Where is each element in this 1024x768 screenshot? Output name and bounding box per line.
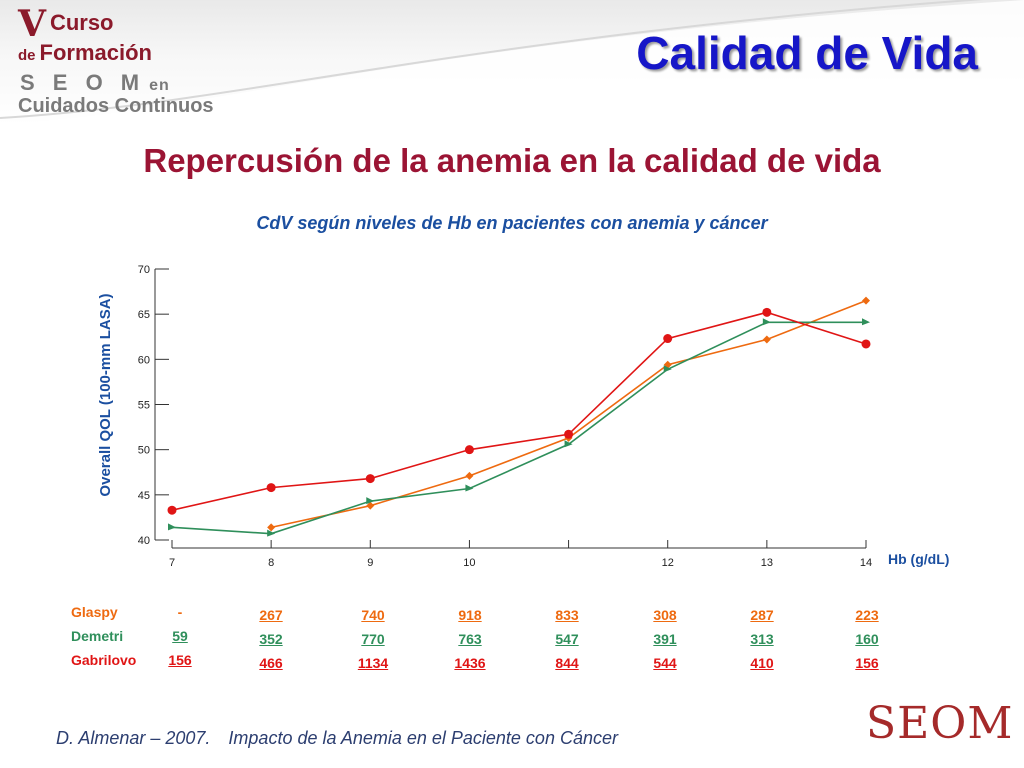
footer-text: Impacto de la Anemia en el Paciente con …: [228, 728, 618, 748]
chart-title: CdV según niveles de Hb en pacientes con…: [256, 213, 768, 233]
y-tick-label-40: 40: [138, 535, 150, 547]
table-cell-demetri-1: 352: [259, 631, 283, 647]
x-tick-label-7: 7: [169, 557, 175, 569]
table-cell-demetri-4: 547: [555, 631, 579, 647]
y-tick-label-50: 50: [138, 445, 150, 457]
y-tick-label-70: 70: [138, 264, 150, 276]
point-glaspy-5: [762, 335, 771, 344]
table-cell-gabrilovo-5: 544: [653, 655, 677, 671]
point-gabrilovo-1: [266, 483, 276, 493]
table-cell-glaspy-5: 308: [653, 607, 677, 623]
point-demetri-4: [564, 440, 573, 448]
point-gabrilovo-5: [663, 334, 673, 344]
table-cell-gabrilovo-4: 844: [555, 655, 579, 671]
y-tick-label-55: 55: [138, 400, 150, 412]
table-cell-demetri-3: 763: [458, 631, 482, 647]
point-gabrilovo-3: [464, 445, 474, 455]
footer-citation: D. Almenar – 2007. Impacto de la Anemia e…: [56, 728, 618, 749]
table-cell-glaspy-3: 918: [458, 607, 482, 623]
table-cell-demetri-0: 59: [172, 628, 188, 644]
logo-v: V: [18, 3, 46, 45]
x-tick-label-12: 12: [662, 557, 674, 569]
point-demetri-7: [862, 318, 870, 326]
x-tick-label-13: 13: [761, 557, 773, 569]
point-demetri-3: [465, 484, 474, 492]
logo-en: en: [149, 77, 170, 94]
footer-author: D. Almenar – 2007.: [56, 728, 211, 748]
table-cell-demetri-6: 313: [750, 631, 774, 647]
table-cell-gabrilovo-7: 156: [855, 655, 879, 671]
y-tick-label-65: 65: [138, 309, 150, 321]
x-tick-label-8: 8: [268, 557, 274, 569]
table-cell-glaspy-6: 287: [750, 607, 774, 623]
x-tick-label-9: 9: [367, 557, 373, 569]
subtitle: Repercusión de la anemia en la calidad d…: [143, 142, 881, 179]
logo-de: de: [18, 47, 36, 64]
point-glaspy-1: [366, 501, 375, 510]
series-line-demetri: [171, 321, 866, 535]
y-axis-label: Overall QOL (100-mm LASA): [97, 293, 114, 496]
table-row-label-demetri: Demetri: [71, 628, 124, 644]
table-cell-gabrilovo-3: 1436: [454, 655, 486, 671]
y-tick-label-45: 45: [138, 490, 150, 502]
x-axis-label: Hb (g/dL): [888, 551, 949, 567]
series-line-gabrilovo: [171, 311, 867, 511]
table-row-label-glaspy: Glaspy: [71, 604, 118, 620]
point-demetri-1: [267, 529, 276, 537]
x-tick-label-10: 10: [463, 557, 475, 569]
point-demetri-6: [762, 318, 771, 326]
point-gabrilovo-7: [861, 339, 871, 349]
logo-cuidados: Cuidados Continuos: [18, 95, 214, 117]
point-demetri-0: [168, 523, 176, 531]
table-cell-demetri-7: 160: [855, 631, 879, 647]
point-gabrilovo-0: [167, 505, 177, 515]
point-demetri-2: [366, 497, 375, 505]
point-gabrilovo-4: [564, 429, 574, 439]
point-demetri-5: [663, 365, 672, 373]
table-cell-glaspy-4: 833: [555, 607, 579, 623]
point-gabrilovo-6: [762, 307, 772, 317]
table-cell-gabrilovo-1: 466: [259, 655, 283, 671]
x-tick-label-14: 14: [860, 557, 872, 569]
seom-logo: SEOM: [866, 698, 1014, 749]
logo-seom: S E O M: [20, 70, 146, 95]
table-cell-gabrilovo-0: 156: [168, 652, 192, 668]
table-cell-gabrilovo-6: 410: [750, 655, 774, 671]
table-cell-demetri-5: 391: [653, 631, 677, 647]
logo-formacion: Formación: [39, 40, 152, 65]
point-glaspy-2: [465, 471, 474, 480]
logo-curso: Curso: [49, 10, 114, 35]
table-cell-glaspy-0: -: [177, 604, 183, 620]
table-cell-glaspy-7: 223: [855, 607, 879, 623]
table-cell-glaspy-2: 740: [361, 607, 385, 623]
point-gabrilovo-2: [365, 474, 375, 484]
slide-title: Calidad de Vida: [636, 27, 978, 79]
point-glaspy-6: [862, 296, 870, 305]
table-cell-demetri-2: 770: [361, 631, 385, 647]
header-curve: [0, 0, 1024, 125]
table-cell-gabrilovo-2: 1134: [357, 655, 389, 671]
series-line-glaspy: [270, 299, 867, 529]
y-tick-label-60: 60: [138, 354, 150, 366]
point-glaspy-0: [267, 523, 276, 532]
table-row-label-gabrilovo: Gabrilovo: [71, 652, 137, 668]
table-cell-glaspy-1: 267: [259, 607, 283, 623]
